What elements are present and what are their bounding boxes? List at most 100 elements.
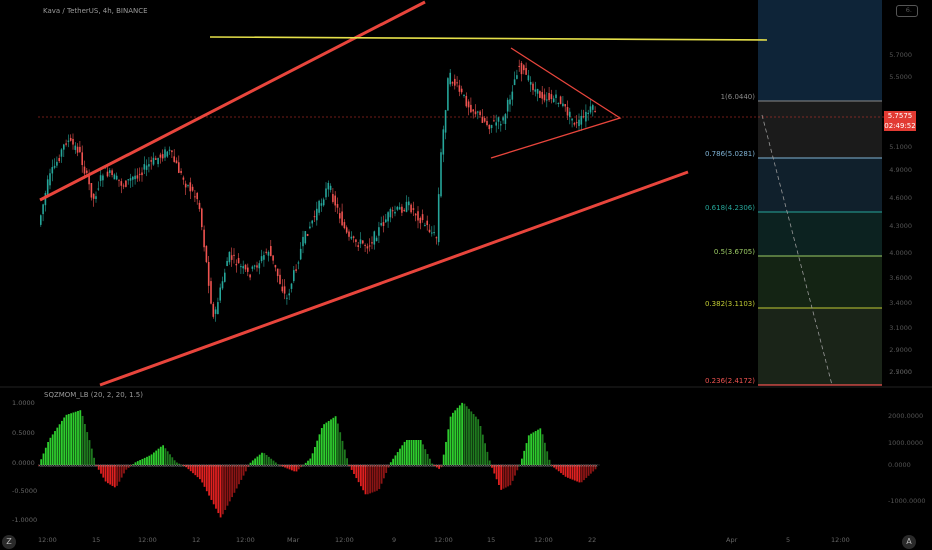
squeeze-dot: ×: [217, 463, 220, 468]
momentum-bar: [65, 414, 68, 465]
squeeze-dot: ×: [50, 463, 53, 468]
momentum-bar: [162, 445, 164, 465]
resistance-line[interactable]: [209, 36, 768, 41]
candle-body: [311, 220, 313, 224]
squeeze-dot: ×: [319, 463, 322, 468]
squeeze-dot: ×: [445, 463, 448, 468]
price-tick-label: 4.9000: [889, 166, 912, 174]
squeeze-dot: ×: [353, 463, 356, 468]
indicator-legend[interactable]: SQZMOM_LB (20, 2, 20, 1.5): [44, 391, 143, 399]
price-axis[interactable]: 6. 5.7000 5.5000 5.1000 4.9000 4.6000 4.3000 4.…: [889, 6, 912, 376]
squeeze-dot: ×: [558, 463, 561, 468]
candle-body: [74, 145, 77, 150]
squeeze-dot: ×: [116, 463, 119, 468]
momentum-bar: [327, 420, 330, 465]
squeeze-dot: ×: [427, 463, 430, 468]
squeeze-dot: ×: [247, 463, 250, 468]
candle-body: [134, 175, 136, 180]
momentum-bar: [394, 455, 397, 465]
momentum-bar: [452, 412, 454, 465]
candle-body: [276, 268, 279, 277]
momentum-bar: [203, 465, 206, 487]
squeeze-dot: ×: [503, 463, 506, 468]
squeeze-dot: ×: [167, 463, 170, 468]
momentum-bar: [311, 453, 314, 465]
time-axis[interactable]: 12:00 15 12:00 12 12:00 Mar 12:00 9 12:00 15 12:00…: [38, 536, 850, 544]
squeeze-dot: ×: [68, 463, 71, 468]
candle-body: [44, 193, 47, 206]
indicator-axis-right: 2000.0000 1000.0000 0.0000 -1000.0000: [888, 412, 926, 505]
momentum-bar: [357, 465, 360, 483]
squeeze-dot: ×: [457, 463, 460, 468]
symbol-legend[interactable]: Kava / TetherUS, 4h, BINANCE: [43, 7, 148, 15]
candle-body: [111, 170, 113, 176]
candle-body: [258, 263, 261, 269]
squeeze-dot: ×: [93, 463, 96, 468]
momentum-bar: [40, 459, 43, 465]
candle-body: [256, 265, 258, 268]
momentum-bar: [109, 465, 112, 485]
candle-body: [318, 200, 320, 213]
candle-body: [500, 124, 502, 126]
momentum-bar: [332, 417, 335, 465]
candle-body: [419, 217, 422, 224]
candle-body: [325, 188, 327, 198]
momentum-bar: [564, 465, 567, 477]
candle-body: [150, 160, 152, 162]
candle-body: [350, 236, 353, 239]
squeeze-dot: ×: [197, 463, 200, 468]
candle-body: [573, 122, 576, 125]
fib-label: 0.382(3.1103): [705, 300, 755, 308]
candle-body: [249, 274, 251, 278]
squeeze-dot: ×: [551, 463, 554, 468]
squeeze-dot: ×: [337, 463, 340, 468]
auto-scale-button[interactable]: A: [902, 535, 916, 549]
candle-body: [138, 173, 141, 175]
squeeze-dot: ×: [395, 463, 398, 468]
momentum-bar: [481, 434, 484, 465]
momentum-bar: [263, 453, 266, 465]
squeeze-dot: ×: [261, 463, 264, 468]
time-tick-label: 12:00: [534, 536, 553, 544]
candle-body: [129, 178, 132, 181]
price-tick-label: 2.9000: [889, 346, 912, 354]
squeeze-dot: ×: [487, 463, 490, 468]
momentum-bar: [47, 442, 49, 465]
candle-body: [235, 263, 238, 266]
candle-body: [442, 129, 445, 155]
momentum-bar: [389, 462, 392, 465]
momentum-bar: [438, 465, 440, 469]
momentum-bar: [555, 465, 558, 470]
upper-channel-line[interactable]: [39, 0, 426, 202]
chart-drawings[interactable]: [39, 0, 768, 387]
squeeze-dot: ×: [61, 463, 64, 468]
squeeze-dot: ×: [178, 463, 181, 468]
pane-toggle-button[interactable]: [896, 5, 918, 17]
squeeze-dot: ×: [523, 463, 526, 468]
squeeze-dot: ×: [533, 463, 536, 468]
candle-body: [426, 220, 428, 226]
candle-body: [322, 199, 325, 206]
momentum-bar: [449, 416, 452, 465]
squeeze-dot: ×: [316, 463, 319, 468]
momentum-bar: [541, 434, 544, 465]
candle-body: [518, 65, 520, 67]
triangle-pattern[interactable]: [490, 47, 622, 159]
momentum-bar: [573, 465, 576, 481]
candle-body: [207, 261, 210, 286]
lower-channel-line[interactable]: [99, 170, 689, 387]
zoom-toggle-button[interactable]: Z: [2, 535, 16, 549]
momentum-bar: [233, 465, 236, 493]
indicator-tick-label: 0.0000: [12, 459, 35, 467]
candle-body: [336, 204, 339, 208]
candle-body: [571, 118, 573, 121]
momentum-bar: [537, 429, 539, 465]
squeeze-dot: ×: [344, 463, 347, 468]
candle-body: [451, 82, 454, 84]
momentum-bar: [314, 447, 316, 465]
candle-body: [113, 174, 116, 180]
squeeze-dot: ×: [360, 463, 363, 468]
candle-body: [274, 265, 277, 268]
time-tick-label: 12:00: [38, 536, 57, 544]
